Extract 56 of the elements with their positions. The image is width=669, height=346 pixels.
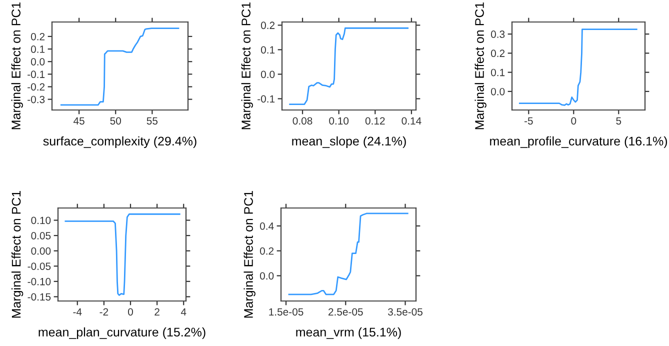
y-axis-title: Marginal Effect on PC1 [474, 2, 486, 130]
x-axis-title: mean_profile_curvature (16.1%) [490, 136, 668, 148]
y-tick-label: 0.2 [260, 22, 275, 30]
x-tick-label: 0.10 [329, 117, 349, 125]
y-axis-title: Marginal Effect on PC1 [244, 190, 256, 318]
x-axis-title: mean_plan_curvature (15.2%) [38, 327, 206, 340]
y-tick-label: 0.2 [30, 32, 45, 40]
x-tick-label: -5 [524, 117, 533, 125]
x-tick-label: 0.12 [365, 117, 385, 125]
y-tick-label: 0.0 [30, 58, 45, 66]
y-tick-label: 0.0 [260, 70, 275, 78]
line-series [518, 28, 638, 106]
x-tick-label: 45 [74, 117, 84, 125]
x-tick-label: 2.5e-05 [328, 308, 363, 316]
x-tick-label: 5 [616, 117, 622, 125]
x-tick-label: 55 [146, 117, 158, 125]
x-tick-label: 0 [571, 117, 576, 125]
line-series [60, 28, 180, 106]
y-tick-label: -0.3 [28, 96, 45, 104]
y-tick-label: 0.2 [260, 247, 274, 255]
y-tick-label: 0.00 [31, 247, 51, 255]
y-axis-title: Marginal Effect on PC1 [241, 2, 253, 130]
x-tick-label: 1.5e-05 [269, 308, 304, 316]
x-tick-label: 50 [110, 117, 121, 125]
x-tick-label: 0 [128, 308, 133, 316]
x-tick-label: 4 [180, 308, 186, 316]
y-axis-title: Marginal Effect on PC1 [11, 190, 24, 318]
y-tick-label: -0.2 [28, 83, 45, 91]
y-tick-label: -0.05 [28, 262, 51, 270]
x-axis-title: mean_vrm (15.1%) [296, 327, 401, 340]
x-tick-label: 0.08 [292, 117, 312, 125]
x-axis-title: surface_complexity (29.4%) [43, 136, 196, 148]
x-tick-label: -2 [100, 308, 108, 316]
y-tick-label: -0.15 [28, 293, 51, 301]
x-tick-label: -4 [73, 308, 82, 316]
x-tick-label: 0.14 [402, 117, 422, 125]
y-tick-label: 0.1 [490, 68, 505, 76]
y-tick-label: -0.10 [28, 278, 51, 286]
y-tick-label: 0.0 [490, 88, 505, 96]
line-series [288, 212, 408, 296]
y-tick-label: -0.1 [258, 95, 275, 103]
line-series [64, 213, 180, 296]
y-tick-label: 0.3 [490, 30, 505, 38]
y-axis-title: Marginal Effect on PC1 [11, 2, 23, 130]
y-tick-label: -0.1 [28, 70, 45, 78]
y-tick-label: 0.05 [31, 232, 51, 240]
y-tick-label: 0.0 [260, 272, 274, 280]
y-tick-label: 0.1 [30, 46, 45, 53]
x-axis-title: mean_slope (24.1%) [292, 136, 406, 148]
x-tick-label: 3.5e-05 [388, 308, 422, 316]
y-tick-label: 0.4 [260, 222, 274, 230]
y-tick-label: 0.2 [490, 50, 505, 58]
line-series [289, 27, 409, 106]
x-tick-label: 2 [154, 308, 160, 316]
y-tick-label: 0.10 [31, 216, 51, 224]
y-tick-label: 0.1 [260, 46, 275, 54]
